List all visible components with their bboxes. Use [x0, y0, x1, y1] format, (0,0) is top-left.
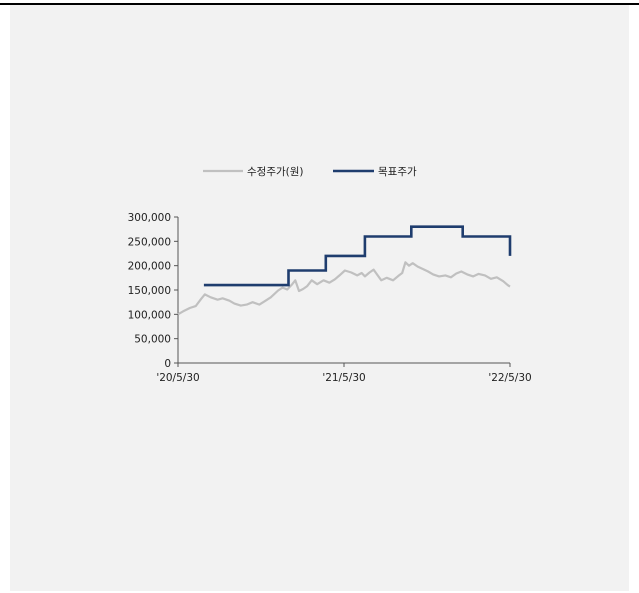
chart-panel: 수정주가(원) 목표주가 0 50,000 100,000 150,000 200,000… [10, 5, 629, 591]
legend: 수정주가(원) 목표주가 [203, 166, 417, 178]
top-divider [0, 3, 639, 5]
series-group [177, 225, 512, 316]
axes: 0 50,000 100,000 150,000 200,000 250,000 300,0… [128, 212, 532, 384]
x-tick-label: '22/5/30 [488, 372, 531, 384]
y-tick-label: 100,000 [128, 309, 171, 321]
y-tick-label: 150,000 [128, 285, 171, 297]
target-price-line [203, 225, 512, 287]
legend-label: 수정주가(원) [247, 166, 304, 178]
legend-label: 목표주가 [378, 166, 417, 178]
x-tick-label: '20/5/30 [156, 372, 199, 384]
y-tick-label: 0 [164, 358, 171, 370]
x-tick-label: '21/5/30 [322, 372, 365, 384]
y-tick-label: 200,000 [128, 261, 171, 273]
stock-price-chart: 수정주가(원) 목표주가 0 50,000 100,000 150,000 200,000… [128, 166, 532, 384]
y-tick-label: 50,000 [134, 334, 171, 346]
y-tick-label: 300,000 [128, 212, 171, 224]
adjusted-price-line [177, 261, 511, 316]
y-tick-label: 250,000 [128, 236, 171, 248]
